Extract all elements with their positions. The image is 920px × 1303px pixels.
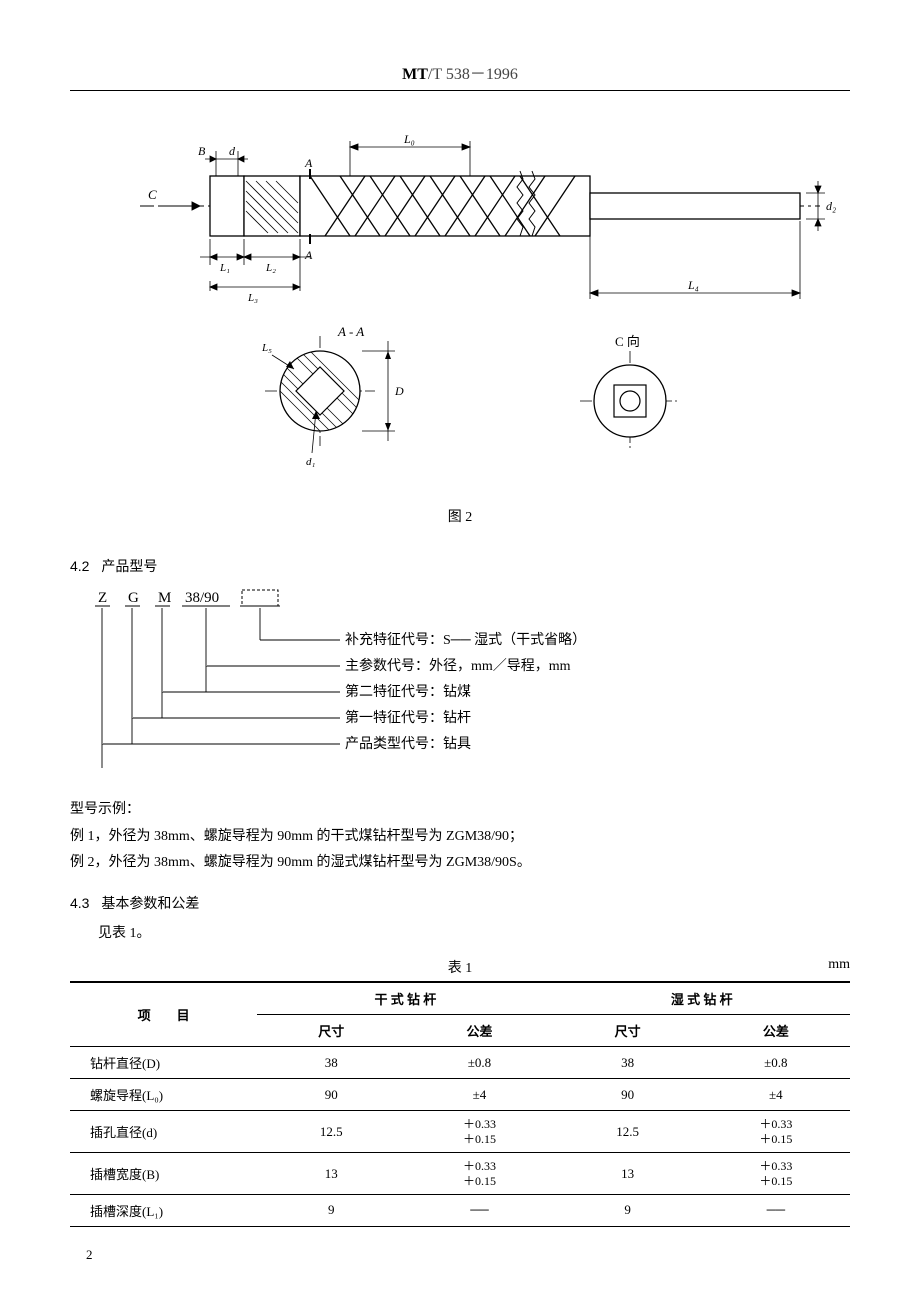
figure-2-caption: 图 2 [70,506,850,526]
cell-tol: ±4 [405,1079,553,1111]
code-M: M [158,590,171,606]
label-d1: d₁ [306,456,316,468]
label-L5: L₅ [261,342,272,354]
expl-0: 补充特征代号：S── 湿式（干式省略） [345,632,586,648]
label-C: C [148,187,157,202]
model-examples: 型号示例： 例 1，外径为 38mm、螺旋导程为 90mm 的干式煤钻杆型号为 … [70,797,850,877]
section-4-3-title: 基本参数和公差 [101,897,199,912]
cell-value: 9 [554,1194,702,1226]
page: MT/T 538－1996 [0,0,920,1303]
figure-2: d₂ C B d A A [70,121,850,496]
cell-value: 12.5 [257,1111,405,1153]
cell-tol: ＋0.33＋0.15 [702,1111,850,1153]
table-row: 插槽宽度(B)13＋0.33＋0.1513＋0.33＋0.15 [70,1153,850,1195]
table-1-title-row: 表 1 mm [70,957,850,977]
cell-tol: ＋0.33＋0.15 [702,1153,850,1195]
expl-4: 产品类型代号：钻具 [345,736,471,752]
label-A-top: A [304,156,313,170]
cell-value: 90 [257,1079,405,1111]
code-3890: 38/90 [185,590,219,606]
cell-tol: ＋0.33＋0.15 [405,1153,553,1195]
label-view-C: C 向 [615,334,640,349]
label-section-AA: A - A [337,324,364,339]
section-4-3-note: 见表 1。 [70,921,850,948]
code-G: G [128,590,139,606]
table-row: 插槽深度(L₁)9──9── [70,1194,850,1226]
cell-value: 13 [554,1153,702,1195]
cell-value: 90 [554,1079,702,1111]
label-B: B [198,144,206,158]
cell-tol: ── [405,1194,553,1226]
table-1: 项 目 干 式 钻 杆 湿 式 钻 杆 尺寸 公差 尺寸 公差 钻杆直径(D)3… [70,981,850,1227]
label-L2: L₂ [265,262,276,274]
code-dashed-box [242,590,278,606]
th-wet: 湿 式 钻 杆 [554,982,850,1015]
example-2: 例 2，外径为 38mm、螺旋导程为 90mm 的湿式煤钻杆型号为 ZGM38/… [70,855,531,870]
cell-value: 38 [257,1047,405,1079]
table-row: 插孔直径(d)12.5＋0.33＋0.1512.5＋0.33＋0.15 [70,1111,850,1153]
see-table-1: 见表 1。 [70,921,850,948]
label-L0: L₀ [403,132,415,146]
section-4-3-heading: 4.3 基本参数和公差 [70,893,850,913]
cell-tol: ＋0.33＋0.15 [405,1111,553,1153]
table-row: 钻杆直径(D)38±0.838±0.8 [70,1047,850,1079]
model-code-svg: Z G M 38/90 补充特征代号：S── 湿式（干式省略） 主参数 [90,584,730,784]
cell-tol: ±4 [702,1079,850,1111]
th-dry-size: 尺寸 [257,1015,405,1047]
section-4-2-title: 产品型号 [101,560,157,575]
th-dry: 干 式 钻 杆 [257,982,553,1015]
section-4-2-num: 4.2 [70,558,89,574]
label-L3: L₃ [247,292,258,304]
label-L1: L₁ [219,262,230,274]
cell-value: 13 [257,1153,405,1195]
cell-name: 插槽深度(L₁) [70,1194,257,1226]
cell-value: 12.5 [554,1111,702,1153]
label-A-bot: A [304,248,313,262]
section-4-2-heading: 4.2 产品型号 [70,556,850,576]
cell-tol: ── [702,1194,850,1226]
expl-2: 第二特征代号：钻煤 [345,683,471,700]
expl-1: 主参数代号：外径，mm／导程，mm [345,657,571,674]
label-L4: L₄ [687,278,699,292]
table-1-unit: mm [828,957,850,973]
doc-header: MT/T 538－1996 [70,60,850,91]
model-code-diagram: Z G M 38/90 补充特征代号：S── 湿式（干式省略） 主参数 [90,584,850,789]
table-1-caption: 表 1 [448,961,473,976]
cell-tol: ±0.8 [702,1047,850,1079]
table-row: 螺旋导程(L₀)90±490±4 [70,1079,850,1111]
example-header: 型号示例： [70,802,140,817]
cell-value: 9 [257,1194,405,1226]
figure-2-svg: d₂ C B d A A [70,121,850,491]
section-4-3-num: 4.3 [70,895,89,911]
cell-name: 螺旋导程(L₀) [70,1079,257,1111]
cell-name: 钻杆直径(D) [70,1047,257,1079]
example-1: 例 1，外径为 38mm、螺旋导程为 90mm 的干式煤钻杆型号为 ZGM38/… [70,829,523,844]
label-D: D [394,384,404,398]
th-dry-tol: 公差 [405,1015,553,1047]
expl-3: 第一特征代号：钻杆 [345,709,471,726]
th-item: 项 目 [70,982,257,1047]
th-wet-size: 尺寸 [554,1015,702,1047]
code-Z: Z [98,590,107,606]
header-code-bold: MT [402,66,428,83]
label-d: d [229,144,236,158]
label-d2: d₂ [826,199,836,213]
cell-value: 38 [554,1047,702,1079]
cell-name: 插槽宽度(B) [70,1153,257,1195]
cell-tol: ±0.8 [405,1047,553,1079]
th-wet-tol: 公差 [702,1015,850,1047]
cell-name: 插孔直径(d) [70,1111,257,1153]
page-number: 2 [86,1247,850,1263]
header-code-light: /T 538－1996 [428,66,518,83]
